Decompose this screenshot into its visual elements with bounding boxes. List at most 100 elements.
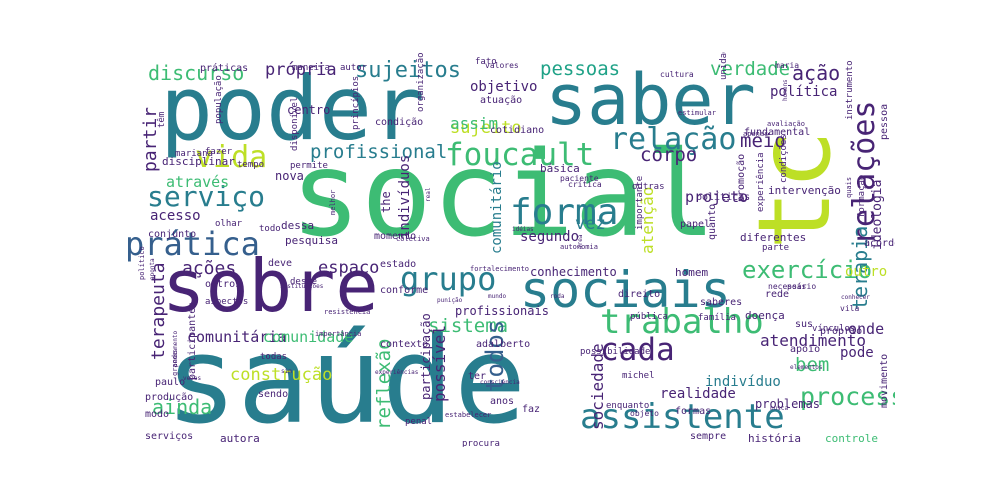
word-servico: serviço bbox=[147, 180, 266, 213]
word-saude: saúde bbox=[165, 312, 527, 447]
word-acao: ação bbox=[792, 61, 841, 85]
word-pessoa: pessoa bbox=[879, 103, 890, 140]
word-objetivo: objetivo bbox=[470, 79, 538, 95]
word-problemas: problemas bbox=[755, 397, 821, 411]
word-sociais: sociais bbox=[520, 261, 731, 319]
word-aspectos: aspectos bbox=[205, 297, 249, 307]
word-saberes: saberes bbox=[700, 297, 743, 308]
word-dessa: dessa bbox=[281, 219, 315, 232]
word-foucault: foucault bbox=[445, 137, 595, 173]
word-estado: estado bbox=[380, 259, 417, 270]
word-verdade: verdade bbox=[710, 58, 791, 80]
word-autora: autora bbox=[220, 432, 260, 445]
word-profissional: profissional bbox=[310, 141, 448, 163]
word-conhecimento: conhecimento bbox=[530, 265, 617, 279]
word-individuos: indivíduos bbox=[397, 154, 413, 239]
word-social: social bbox=[290, 125, 717, 263]
word-estimular: estimular bbox=[678, 109, 716, 117]
word-ainda: ainda bbox=[152, 395, 213, 419]
word-onde: onde bbox=[848, 320, 885, 338]
word-processo: processo bbox=[800, 382, 895, 411]
word-mundo: mundo bbox=[488, 293, 507, 300]
word-movimento: movimento bbox=[879, 353, 890, 408]
word-meio: meio bbox=[740, 130, 786, 152]
word-desse: desse bbox=[290, 277, 318, 287]
word-principios: princípios bbox=[351, 75, 361, 130]
word-unidade: unidade bbox=[719, 52, 729, 80]
word-politica: política bbox=[770, 84, 838, 100]
word-busca: busca bbox=[770, 405, 789, 412]
word-ter: ter bbox=[468, 371, 487, 382]
word-apenas: apenas bbox=[743, 130, 769, 138]
word-homem: homem bbox=[675, 266, 709, 279]
word-estabelecer: estabelecer bbox=[445, 411, 492, 419]
word-instrumento: instrumento bbox=[845, 60, 855, 120]
word-proprio: próprio bbox=[820, 326, 863, 337]
word-praticas: práticas bbox=[200, 63, 249, 74]
word-papel: papel bbox=[680, 219, 711, 230]
word-enquanto: enquanto bbox=[606, 401, 650, 411]
word-atendimento: atendimento bbox=[760, 331, 866, 350]
word-cloud: social saúde poder saber sobre tc sociais assis… bbox=[128, 52, 895, 447]
word-conjunto: conjunto bbox=[148, 229, 197, 240]
word-momento: momento bbox=[374, 231, 417, 242]
word-avaliacao: avaliação bbox=[767, 120, 805, 128]
word-sistema: sistema bbox=[428, 315, 509, 337]
word-condicoes: condições bbox=[779, 134, 789, 183]
word-cada: cada bbox=[600, 332, 675, 368]
word-familia: família bbox=[698, 313, 736, 323]
word-resistencia: resistência bbox=[324, 308, 371, 316]
word-promocao: promoção bbox=[736, 153, 747, 202]
word-discurso: discurso bbox=[148, 61, 245, 85]
word-maria: maria bbox=[775, 61, 800, 70]
word-procura: procura bbox=[462, 439, 500, 448]
word-mariana: mariana bbox=[175, 149, 213, 159]
word-trabalho: trabalho bbox=[600, 302, 764, 342]
word-controle: controle bbox=[825, 432, 878, 445]
word-reflexao: reflexão bbox=[373, 338, 395, 430]
word-vida: vida bbox=[195, 140, 268, 175]
word-formacao: formação bbox=[857, 174, 867, 218]
word-possibilidade: possibilidade bbox=[580, 347, 651, 357]
word-realidade: realidade bbox=[660, 386, 736, 402]
word-homens: homens bbox=[782, 79, 789, 101]
word-pratica: prática bbox=[128, 225, 260, 263]
word-formas: formas bbox=[675, 406, 712, 417]
word-sim: sim bbox=[281, 368, 292, 375]
word-participantes: participantes bbox=[187, 301, 198, 380]
word-bem: bem bbox=[795, 354, 830, 376]
word-fato: fato bbox=[475, 57, 497, 67]
word-direito: direito bbox=[618, 289, 661, 300]
word-faz: faz bbox=[522, 404, 541, 415]
word-todo: todo bbox=[259, 224, 281, 234]
word-poder: poder bbox=[160, 57, 425, 160]
word-roda: roda bbox=[550, 293, 565, 300]
word-projeto: projeto bbox=[685, 188, 749, 206]
word-sendo: sendo bbox=[258, 389, 289, 400]
word-profissionais: profissionais bbox=[455, 304, 549, 318]
word-acoes: ações bbox=[182, 258, 237, 279]
word-fundamental: fundamental bbox=[744, 127, 811, 138]
word-parte: parte bbox=[762, 243, 790, 253]
word-individuo: indivíduo bbox=[705, 374, 781, 390]
word-propria: própria bbox=[265, 60, 337, 80]
word-sobre: sobre bbox=[162, 244, 379, 328]
word-forma: forma bbox=[510, 192, 619, 233]
word-condicao: condição bbox=[375, 117, 424, 128]
word-basica: básica bbox=[540, 162, 580, 175]
word-maneira: maneira bbox=[292, 63, 330, 73]
word-olhar: olhar bbox=[215, 219, 243, 229]
word-acesso: acesso bbox=[150, 208, 201, 224]
word-grupo: grupo bbox=[400, 260, 497, 298]
word-consciencia: consciência bbox=[480, 379, 520, 386]
word-autor: autor bbox=[340, 63, 368, 73]
word-aponta: aponta bbox=[149, 258, 156, 280]
word-fortalecimento: fortalecimento bbox=[470, 265, 530, 273]
word-diferentes: diferentes bbox=[740, 231, 807, 244]
word-publica: pública bbox=[630, 312, 668, 322]
word-nova: nova bbox=[275, 169, 304, 183]
word-doenca: doença bbox=[745, 309, 785, 322]
word-apoio: apoio bbox=[790, 344, 821, 355]
word-contexto: contexto bbox=[380, 339, 429, 350]
word-pode: pode bbox=[840, 345, 874, 361]
